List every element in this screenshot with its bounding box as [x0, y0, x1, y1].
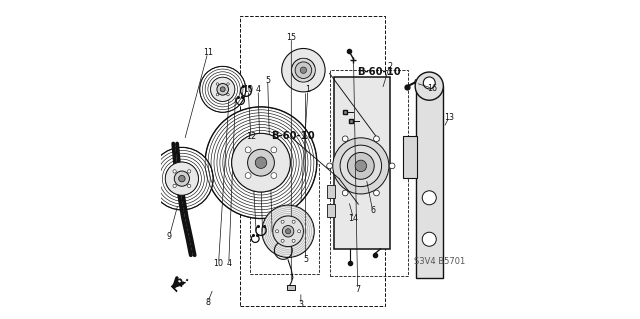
Circle shape	[292, 220, 295, 223]
Text: 2: 2	[387, 62, 392, 70]
Bar	[239, 16, 385, 306]
Text: 13: 13	[444, 113, 454, 122]
Text: 9: 9	[167, 232, 172, 241]
Circle shape	[188, 184, 191, 188]
Text: 8: 8	[205, 298, 210, 307]
Circle shape	[205, 107, 317, 219]
Circle shape	[342, 190, 348, 196]
Circle shape	[291, 58, 316, 82]
Bar	[327, 204, 335, 217]
Text: S3V4 B5701: S3V4 B5701	[414, 257, 465, 266]
Bar	[330, 70, 408, 276]
Bar	[416, 86, 443, 278]
Text: 15: 15	[286, 33, 296, 42]
Circle shape	[245, 147, 251, 153]
Text: B-60-10: B-60-10	[271, 130, 315, 141]
Circle shape	[389, 163, 395, 169]
Circle shape	[174, 171, 189, 186]
Circle shape	[340, 145, 381, 187]
Text: 10: 10	[214, 259, 223, 268]
Circle shape	[423, 77, 435, 89]
Circle shape	[415, 72, 444, 100]
Circle shape	[211, 77, 235, 101]
Text: 14: 14	[349, 214, 358, 223]
Text: 4: 4	[227, 259, 231, 268]
Bar	[327, 185, 335, 198]
Circle shape	[355, 160, 367, 172]
Circle shape	[216, 93, 219, 96]
Text: 5: 5	[265, 76, 270, 85]
Circle shape	[273, 216, 303, 247]
Circle shape	[200, 66, 246, 112]
Circle shape	[232, 133, 291, 192]
Circle shape	[281, 220, 284, 223]
Circle shape	[227, 93, 229, 96]
Circle shape	[276, 230, 278, 233]
Bar	[250, 164, 319, 274]
Circle shape	[173, 170, 176, 173]
Circle shape	[374, 136, 380, 142]
Circle shape	[216, 83, 219, 85]
Circle shape	[173, 184, 176, 188]
Circle shape	[342, 136, 348, 142]
Text: 11: 11	[203, 48, 212, 57]
Text: 10: 10	[243, 85, 253, 94]
Text: 12: 12	[246, 132, 257, 141]
Circle shape	[179, 175, 185, 182]
Circle shape	[227, 83, 229, 85]
Circle shape	[295, 62, 312, 78]
Circle shape	[281, 239, 284, 242]
Circle shape	[282, 226, 294, 237]
Circle shape	[298, 230, 301, 233]
Text: 16: 16	[428, 84, 437, 93]
Circle shape	[300, 67, 307, 73]
Text: 1: 1	[305, 85, 310, 94]
Circle shape	[271, 173, 276, 179]
Circle shape	[285, 229, 291, 234]
Circle shape	[220, 87, 225, 92]
Text: 7: 7	[355, 285, 360, 294]
Circle shape	[165, 162, 198, 195]
Circle shape	[271, 147, 276, 153]
Circle shape	[292, 239, 295, 242]
Circle shape	[188, 170, 191, 173]
Circle shape	[282, 48, 325, 92]
Circle shape	[326, 163, 332, 169]
Circle shape	[262, 205, 314, 257]
Text: 3: 3	[298, 300, 303, 309]
Bar	[403, 136, 417, 178]
Circle shape	[255, 157, 267, 168]
Circle shape	[217, 84, 228, 95]
Bar	[334, 77, 390, 249]
Circle shape	[150, 147, 213, 210]
Text: 4: 4	[255, 85, 260, 94]
Text: 5: 5	[303, 255, 308, 263]
Circle shape	[422, 232, 436, 246]
Text: FR.: FR.	[170, 273, 191, 293]
Circle shape	[248, 149, 275, 176]
Circle shape	[245, 173, 251, 179]
Bar	[287, 285, 296, 290]
Circle shape	[374, 190, 380, 196]
Circle shape	[422, 191, 436, 205]
Circle shape	[333, 138, 389, 194]
Text: B-60-10: B-60-10	[357, 67, 401, 77]
Text: 6: 6	[370, 206, 375, 215]
Circle shape	[348, 152, 374, 179]
